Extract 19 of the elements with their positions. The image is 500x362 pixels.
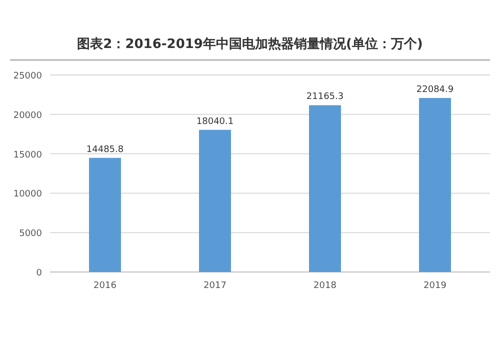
data-label: 22084.9 — [416, 84, 454, 95]
x-tick-label: 2018 — [314, 281, 337, 291]
y-tick-label: 10000 — [13, 190, 42, 200]
chart-title: 图表2：2016-2019年中国电加热器销量情况(单位：万个) — [77, 36, 423, 52]
y-tick-label: 15000 — [13, 150, 42, 160]
y-tick-label: 5000 — [19, 229, 42, 240]
bar — [199, 130, 231, 272]
data-label: 21165.3 — [306, 92, 344, 102]
y-tick-label: 20000 — [13, 110, 42, 121]
bar — [89, 158, 121, 272]
y-tick-label: 25000 — [13, 72, 42, 82]
bar — [309, 105, 341, 272]
y-tick-label: 0 — [36, 268, 42, 278]
x-tick-label: 2019 — [424, 281, 447, 291]
data-label: 18040.1 — [196, 116, 234, 127]
bar — [419, 98, 451, 272]
x-tick-label: 2017 — [204, 281, 226, 291]
data-label: 14485.8 — [86, 144, 124, 155]
x-tick-label: 2016 — [94, 281, 117, 291]
